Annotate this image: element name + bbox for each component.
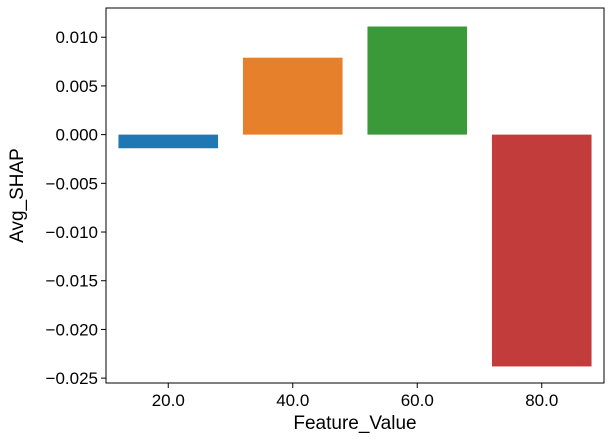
y-tick-label: −0.015	[46, 272, 98, 291]
x-tick-label: 60.0	[401, 391, 434, 410]
bar-40-0	[242, 57, 343, 135]
y-axis-label: Avg_SHAP	[7, 148, 28, 243]
x-tick-label: 40.0	[276, 391, 309, 410]
bars-group	[118, 26, 592, 367]
y-tick-label: −0.025	[46, 369, 98, 388]
y-tick-label: 0.010	[55, 28, 98, 47]
y-tick-label: −0.005	[46, 174, 98, 193]
x-tick-label: 20.0	[152, 391, 185, 410]
plot-frame	[105, 7, 605, 384]
x-axis: 20.0 40.0 60.0 80.0	[152, 383, 558, 410]
y-tick-label: 0.000	[55, 126, 98, 145]
y-tick-label: 0.005	[55, 77, 98, 96]
x-axis-label: Feature_Value	[293, 413, 416, 434]
bar-60-0	[367, 26, 468, 135]
y-tick-label: −0.020	[46, 320, 98, 339]
bar-20-0	[118, 134, 219, 149]
x-tick-label: 80.0	[525, 391, 558, 410]
y-tick-label: −0.010	[46, 223, 98, 242]
y-axis: 0.010 0.005 0.000 −0.005 −0.010 −0.015 −0.020 −…	[46, 28, 106, 388]
bar-80-0	[491, 134, 592, 367]
